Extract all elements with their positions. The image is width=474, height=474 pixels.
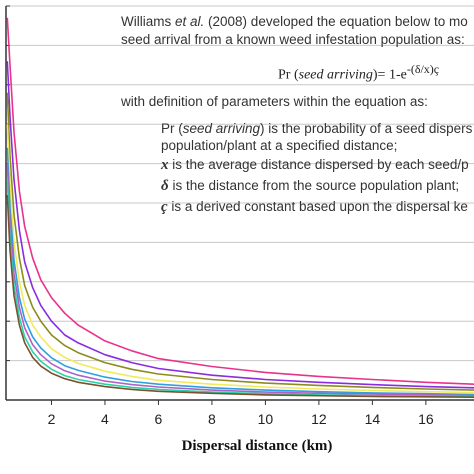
equation-exponent: -(δ/x)ç bbox=[406, 62, 440, 76]
definition-c-text: is a derived constant based upon the dis… bbox=[167, 199, 468, 214]
definition-probability-post: ) is the probability of a seed dispers bbox=[260, 121, 473, 136]
definition-probability-em: seed arriving bbox=[182, 121, 261, 136]
definition-delta: δ is the distance from the source popula… bbox=[161, 178, 459, 194]
x-tick-label: 6 bbox=[155, 411, 163, 427]
definition-c: ç is a derived constant based upon the d… bbox=[161, 199, 468, 215]
grid-lines bbox=[6, 5, 474, 362]
intro-line-1-pre: Williams bbox=[121, 14, 175, 29]
axes bbox=[5, 6, 474, 401]
intro-line-1-em: et al. bbox=[175, 14, 205, 29]
x-tick-label: 8 bbox=[208, 411, 216, 427]
intro-line-2: seed arrival from a known weed infestati… bbox=[121, 32, 465, 47]
series-line-6 bbox=[6, 163, 474, 397]
series-line-5 bbox=[6, 147, 474, 396]
definition-probability-pre: Pr ( bbox=[161, 121, 183, 136]
definition-probability-line-2: population/plant at a specified distance… bbox=[161, 138, 398, 153]
definition-x-text: is the average distance dispersed by eac… bbox=[168, 157, 469, 172]
series-line-3 bbox=[6, 92, 474, 391]
x-tick-label: 4 bbox=[101, 411, 109, 427]
series-layer bbox=[6, 17, 474, 398]
series-line-8 bbox=[6, 195, 474, 398]
symbol-x: x bbox=[161, 157, 169, 173]
x-tick-label: 10 bbox=[258, 411, 274, 427]
x-tick-label: 14 bbox=[365, 411, 381, 427]
definition-probability: Pr (seed arriving) is the probability of… bbox=[161, 121, 472, 137]
equation-mid: )= 1-e bbox=[372, 67, 407, 83]
x-tick-label: 2 bbox=[48, 411, 56, 427]
x-tick-label: 12 bbox=[311, 411, 327, 427]
equation-pre: Pr ( bbox=[278, 67, 299, 83]
intro-line-1-post: (2008) developed the equation below to m… bbox=[204, 14, 468, 29]
x-axis-label: Dispersal distance (km) bbox=[182, 438, 333, 454]
equation-em: seed arriving bbox=[298, 67, 373, 83]
definition-x: x is the average distance dispersed by e… bbox=[161, 157, 469, 173]
equation: Pr (seed arriving)= 1-e-(δ/x)ç bbox=[278, 62, 439, 84]
x-ticks: 2 4 6 8 10 12 14 16 bbox=[48, 400, 434, 427]
intro-line-1: Williams et al. (2008) developed the equ… bbox=[121, 14, 468, 30]
symbol-c-cedilla: ç bbox=[161, 199, 168, 215]
series-line-1 bbox=[6, 17, 474, 385]
x-tick-label: 16 bbox=[418, 411, 434, 427]
definition-delta-text: is the distance from the source populati… bbox=[168, 178, 460, 193]
series-line-4 bbox=[6, 124, 474, 394]
definitions-intro: with definition of parameters within the… bbox=[121, 94, 428, 109]
series-line-2 bbox=[6, 61, 474, 389]
symbol-delta: δ bbox=[161, 178, 169, 194]
